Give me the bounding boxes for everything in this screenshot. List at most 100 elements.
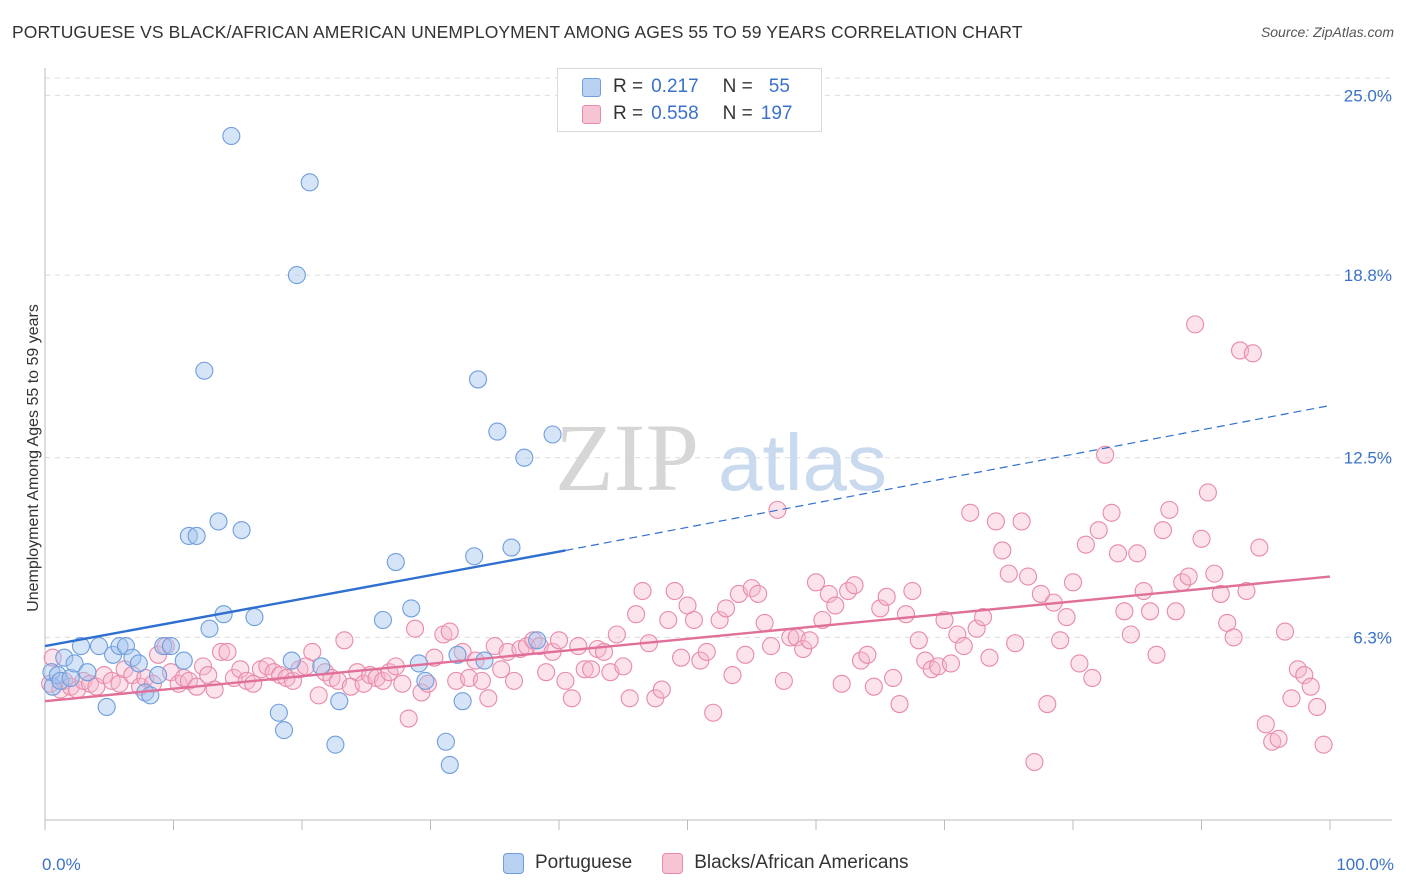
data-point-blacks (1083, 668, 1102, 688)
data-point-portuguese (245, 608, 264, 627)
y-axis-label: Unemployment Among Ages 55 to 59 years (25, 304, 42, 612)
data-point-blacks (716, 599, 736, 618)
data-point-portuguese (312, 657, 331, 676)
data-point-blacks (800, 631, 819, 650)
data-point-blacks (1211, 584, 1230, 603)
data-point-blacks (845, 576, 864, 595)
data-point-portuguese (71, 637, 91, 656)
data-point-portuguese (78, 663, 97, 682)
data-point-blacks (607, 625, 626, 644)
data-point-blacks (1038, 695, 1057, 714)
data-point-portuguese (416, 671, 435, 690)
data-point-blacks (569, 637, 588, 656)
data-point-blacks (440, 622, 459, 641)
data-point-blacks (1275, 622, 1295, 641)
data-point-portuguese (440, 755, 459, 774)
legend-n-value: 197 (760, 103, 793, 124)
data-point-blacks (941, 654, 960, 673)
data-point-blacks (761, 637, 781, 656)
data-point-portuguese (116, 637, 136, 656)
grid-lines (45, 77, 1392, 638)
data-point-blacks (935, 610, 954, 630)
data-point-blacks (1096, 445, 1115, 464)
data-point-blacks (980, 648, 999, 667)
data-point-portuguese (209, 512, 228, 531)
data-point-blacks (704, 703, 723, 722)
data-point-portuguese (187, 526, 206, 546)
data-point-blacks (684, 610, 703, 630)
bottom-legend: Portuguese Blacks/African Americans (503, 852, 939, 874)
data-point-portuguese (465, 547, 484, 566)
legend-swatch-portuguese (582, 77, 601, 97)
data-point-blacks (896, 605, 916, 624)
data-point-blacks (582, 660, 601, 679)
data-point-portuguese (55, 648, 74, 667)
data-point-blacks (1102, 503, 1121, 522)
data-point-blacks (774, 671, 793, 690)
data-point-blacks (1108, 544, 1128, 563)
data-point-portuguese (330, 692, 349, 711)
watermark-zip: ZIP (555, 404, 699, 511)
data-point-blacks (672, 648, 691, 667)
data-point-blacks (832, 674, 851, 693)
data-point-portuguese (436, 732, 455, 751)
data-point-blacks (492, 660, 511, 679)
bottom-legend-label-portuguese: Portuguese (535, 852, 633, 873)
series-portuguese-points (42, 126, 562, 774)
legend-row-blacks: R = 0.558 N = 197 (582, 102, 792, 126)
data-point-blacks (231, 660, 250, 679)
trendlines (44, 404, 1331, 703)
data-point-blacks (110, 674, 129, 693)
data-point-blacks (1025, 752, 1044, 772)
data-point-portuguese (502, 538, 521, 557)
data-point-blacks (309, 686, 328, 705)
data-point-portuguese (515, 448, 534, 467)
data-point-blacks (1205, 564, 1224, 583)
data-point-blacks (1063, 573, 1083, 592)
data-point-blacks (1057, 608, 1076, 627)
data-point-blacks (864, 677, 883, 696)
data-point-blacks (961, 503, 980, 522)
data-point-portuguese (373, 610, 393, 630)
data-point-blacks (549, 631, 569, 650)
data-point-blacks (826, 596, 845, 615)
watermark-atlas: atlas (718, 418, 887, 507)
legend-r-label: R = (613, 76, 644, 97)
data-point-blacks (393, 674, 412, 693)
x-tick-label: 100.0% (1336, 855, 1394, 874)
data-point-blacks (1295, 666, 1314, 685)
data-point-portuguese (453, 692, 472, 711)
data-point-blacks (1198, 483, 1217, 502)
data-point-portuguese (326, 735, 345, 754)
data-point-blacks (736, 645, 755, 664)
data-point-portuguese (448, 645, 467, 664)
series-blacks-points (41, 315, 1333, 772)
data-point-blacks (1269, 729, 1288, 748)
data-point-blacks (1115, 602, 1134, 621)
data-point-blacks (1250, 538, 1269, 557)
data-point-portuguese (528, 631, 547, 650)
x-tick-labels: 0.0% 100.0% (42, 855, 1394, 874)
data-point-blacks (1089, 521, 1108, 540)
bottom-legend-swatch-portuguese (503, 852, 524, 874)
data-point-portuguese (475, 651, 494, 670)
data-point-blacks (806, 573, 826, 592)
data-point-blacks (948, 625, 967, 644)
data-point-blacks (659, 610, 678, 630)
data-point-portuguese (232, 521, 251, 540)
legend: R = 0.217 N = 55 R = 0.558 N = 197 (557, 68, 822, 132)
watermark: ZIP atlas (555, 404, 887, 511)
data-point-blacks (1153, 521, 1172, 540)
data-point-portuguese (174, 651, 193, 670)
data-point-portuguese (89, 637, 109, 656)
bottom-legend-swatch-blacks (662, 852, 684, 874)
x-tick-label: 0.0% (42, 855, 81, 874)
data-point-blacks (999, 564, 1018, 583)
data-point-blacks (1128, 544, 1147, 563)
data-point-blacks (1179, 567, 1198, 586)
data-point-blacks (1192, 529, 1211, 548)
data-point-blacks (755, 613, 774, 632)
data-point-blacks (1076, 535, 1095, 554)
data-point-blacks (954, 637, 973, 656)
